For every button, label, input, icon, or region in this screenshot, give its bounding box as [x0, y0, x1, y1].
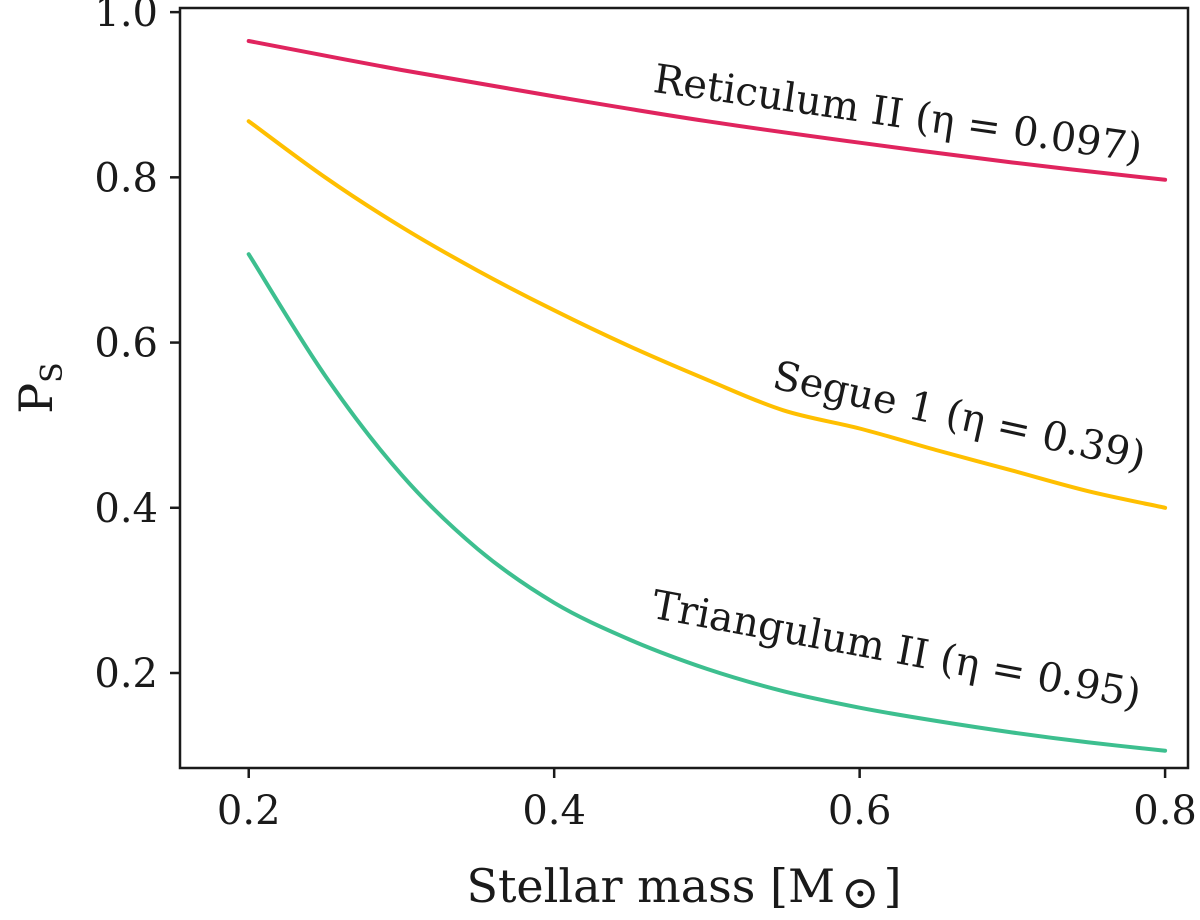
series-line-segue-1 [246, 119, 1168, 510]
x-tick-label: 0.2 [217, 788, 281, 834]
y-tick-label: 0.8 [94, 155, 158, 201]
x-tick-label: 0.8 [1133, 788, 1197, 834]
x-axis-label: Stellar mass [M ⊙] [466, 859, 901, 919]
series-line-reticulum-ii [246, 39, 1168, 182]
y-tick-label: 0.4 [94, 486, 158, 532]
plot-frame [178, 6, 1190, 770]
axis-ticks: 0.2 0.4 0.6 0.8 0.2 0.4 0.6 0.8 1.0 [94, 0, 1197, 834]
y-tick-label: 0.6 [94, 321, 158, 367]
series-line-triangulum-ii [246, 252, 1168, 753]
series-label-triangulum-ii: Triangulum II (η = 0.95) [648, 582, 1144, 718]
x-tick-label: 0.4 [522, 788, 586, 834]
y-tick-label: 1.0 [94, 0, 158, 36]
x-tick-label: 0.6 [828, 788, 892, 834]
y-tick-label: 0.2 [94, 651, 158, 697]
series-label-segue-1: Segue 1 (η = 0.39) [769, 353, 1150, 480]
series-lines [246, 39, 1168, 753]
y-axis-label: PS [9, 362, 70, 414]
series-label-reticulum-ii: Reticulum II (η = 0.097) [651, 56, 1145, 172]
axis-labels: Stellar mass [M ⊙] PS [9, 362, 902, 919]
